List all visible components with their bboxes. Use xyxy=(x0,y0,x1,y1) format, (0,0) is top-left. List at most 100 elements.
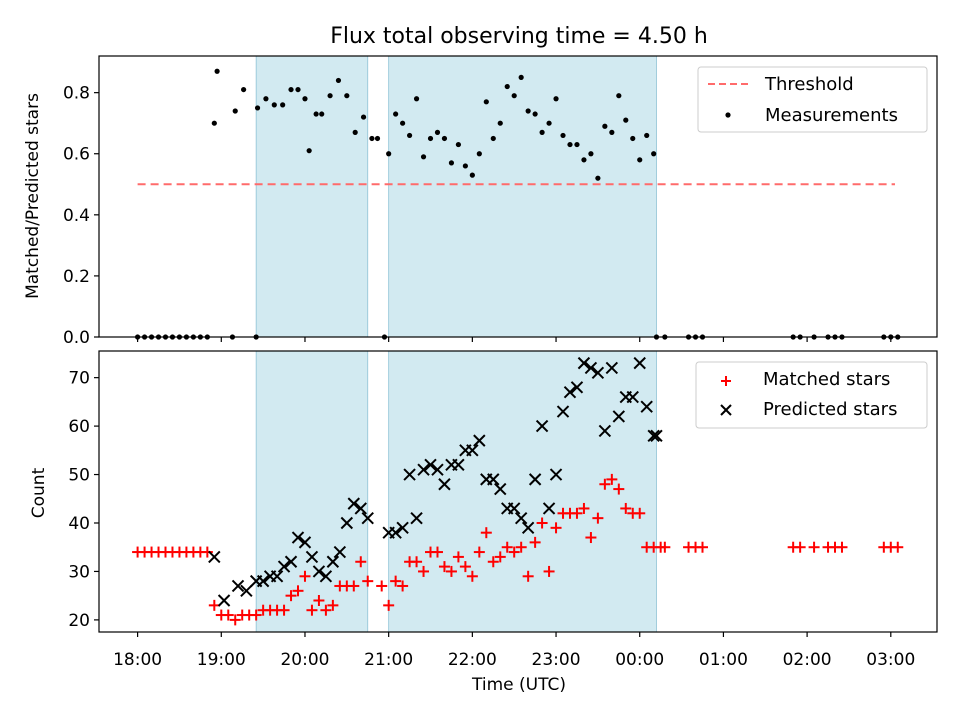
predicted-stars-point xyxy=(494,482,507,496)
matched-stars-point xyxy=(376,580,388,592)
bottom-panel-y-axis-label: Count xyxy=(29,467,49,518)
measurements-point xyxy=(369,135,375,142)
matched-stars-point xyxy=(794,541,806,553)
measurements-point xyxy=(616,93,622,99)
predicted-stars-point xyxy=(598,424,612,438)
predicted-stars-point xyxy=(326,555,340,568)
measurements-point xyxy=(295,86,301,93)
measurements-point xyxy=(374,135,381,142)
predicted-stars-point xyxy=(647,429,660,442)
measurements-point xyxy=(335,77,342,84)
matched-stars-point xyxy=(536,517,548,529)
top-panel-legend: Threshold Measurements xyxy=(697,66,928,133)
matched-stars-point xyxy=(508,546,520,558)
predicted-stars-point xyxy=(605,361,619,375)
predicted-stars-point xyxy=(240,584,253,598)
predicted-stars-point xyxy=(521,521,535,535)
predicted-stars-point xyxy=(438,478,451,491)
observing-interval-1 xyxy=(255,350,369,633)
measurements-point xyxy=(483,99,489,105)
matched-stars-point xyxy=(634,507,646,519)
predicted-stars-point xyxy=(556,405,570,418)
legend-matched-label: Matched stars xyxy=(763,369,890,390)
measurements-point xyxy=(232,108,238,114)
predicted-stars-point xyxy=(563,385,577,399)
measurements-point xyxy=(553,96,559,102)
matched-stars-point xyxy=(229,614,241,626)
measurements-point xyxy=(352,129,358,135)
matched-stars-point xyxy=(808,541,820,553)
legend-measurements-label: Measurements xyxy=(765,105,898,126)
measurements-point xyxy=(504,83,510,90)
predicted-stars-point xyxy=(361,511,374,525)
measurements-point xyxy=(644,132,650,139)
predicted-stars-point xyxy=(487,473,500,486)
matched-stars-point xyxy=(543,565,555,577)
predicted-stars-point xyxy=(633,356,646,370)
predicted-stars-point xyxy=(640,400,653,413)
measurements-point xyxy=(623,117,629,123)
matched-stars-point xyxy=(362,575,374,587)
y-tick-label: 0.2 xyxy=(63,267,90,287)
matched-stars-point xyxy=(285,590,297,602)
matched-stars-point xyxy=(494,551,506,563)
measurements-point xyxy=(302,96,308,102)
matched-stars-point xyxy=(599,478,611,490)
predicted-stars-point xyxy=(354,502,367,515)
measurements-point xyxy=(306,148,312,154)
predicted-stars-point xyxy=(291,531,305,544)
observing-interval-2 xyxy=(388,350,657,633)
matched-stars-point xyxy=(292,585,304,597)
predicted-stars-point xyxy=(231,579,245,593)
measurements-point xyxy=(574,141,580,148)
predicted-stars-point xyxy=(396,521,409,535)
plot-frame xyxy=(98,55,938,338)
y-tick-label: 40 xyxy=(68,514,90,534)
matched-stars-point xyxy=(320,604,332,616)
predicted-stars-point xyxy=(424,458,437,472)
measurements-point xyxy=(469,172,475,178)
matched-stars-point xyxy=(390,575,402,587)
predicted-stars-point xyxy=(256,574,270,588)
predicted-stars-point xyxy=(410,511,423,525)
measurements-point xyxy=(386,151,392,157)
measurements-point xyxy=(360,114,367,120)
measurements-point xyxy=(476,151,482,157)
measurements-point xyxy=(214,68,220,74)
y-tick-label: 0.8 xyxy=(63,84,90,104)
matched-stars-point xyxy=(355,556,367,568)
x-tick-label: 01:00 xyxy=(699,650,748,670)
predicted-stars-point xyxy=(473,434,486,447)
matched-stars-point xyxy=(459,561,471,573)
measurements-point xyxy=(313,111,319,117)
predicted-stars-point xyxy=(431,463,444,476)
matched-stars-point xyxy=(659,541,671,553)
y-tick-label: 0.4 xyxy=(63,206,90,226)
measurements-point xyxy=(602,123,608,129)
observing-interval-2 xyxy=(388,55,657,338)
measurements-point xyxy=(427,135,434,142)
measurements-point xyxy=(420,154,427,160)
matched-stars-point xyxy=(250,609,262,621)
matched-stars-point xyxy=(571,507,583,519)
y-tick-label: 20 xyxy=(68,611,90,631)
measurements-point xyxy=(637,157,643,163)
matched-stars-point xyxy=(585,532,597,544)
x-tick-label: 22:00 xyxy=(448,650,497,670)
matched-stars-point xyxy=(438,561,450,573)
predicted-stars-point xyxy=(284,555,298,568)
predicted-stars-point xyxy=(347,497,361,510)
predicted-stars-point xyxy=(452,458,465,472)
predicted-stars-point xyxy=(208,550,221,564)
predicted-stars-point xyxy=(542,502,556,515)
measurements-point xyxy=(271,102,277,108)
matched-stars-point xyxy=(892,541,904,553)
predicted-stars-point xyxy=(389,526,402,539)
plot-frame xyxy=(98,350,938,633)
predicted-stars-point xyxy=(584,361,598,375)
y-tick-label: 30 xyxy=(68,562,90,582)
predicted-stars-point xyxy=(217,594,231,607)
predicted-stars-point xyxy=(549,468,563,481)
measurements-point xyxy=(211,120,217,126)
x-tick-label: 21:00 xyxy=(364,650,413,670)
